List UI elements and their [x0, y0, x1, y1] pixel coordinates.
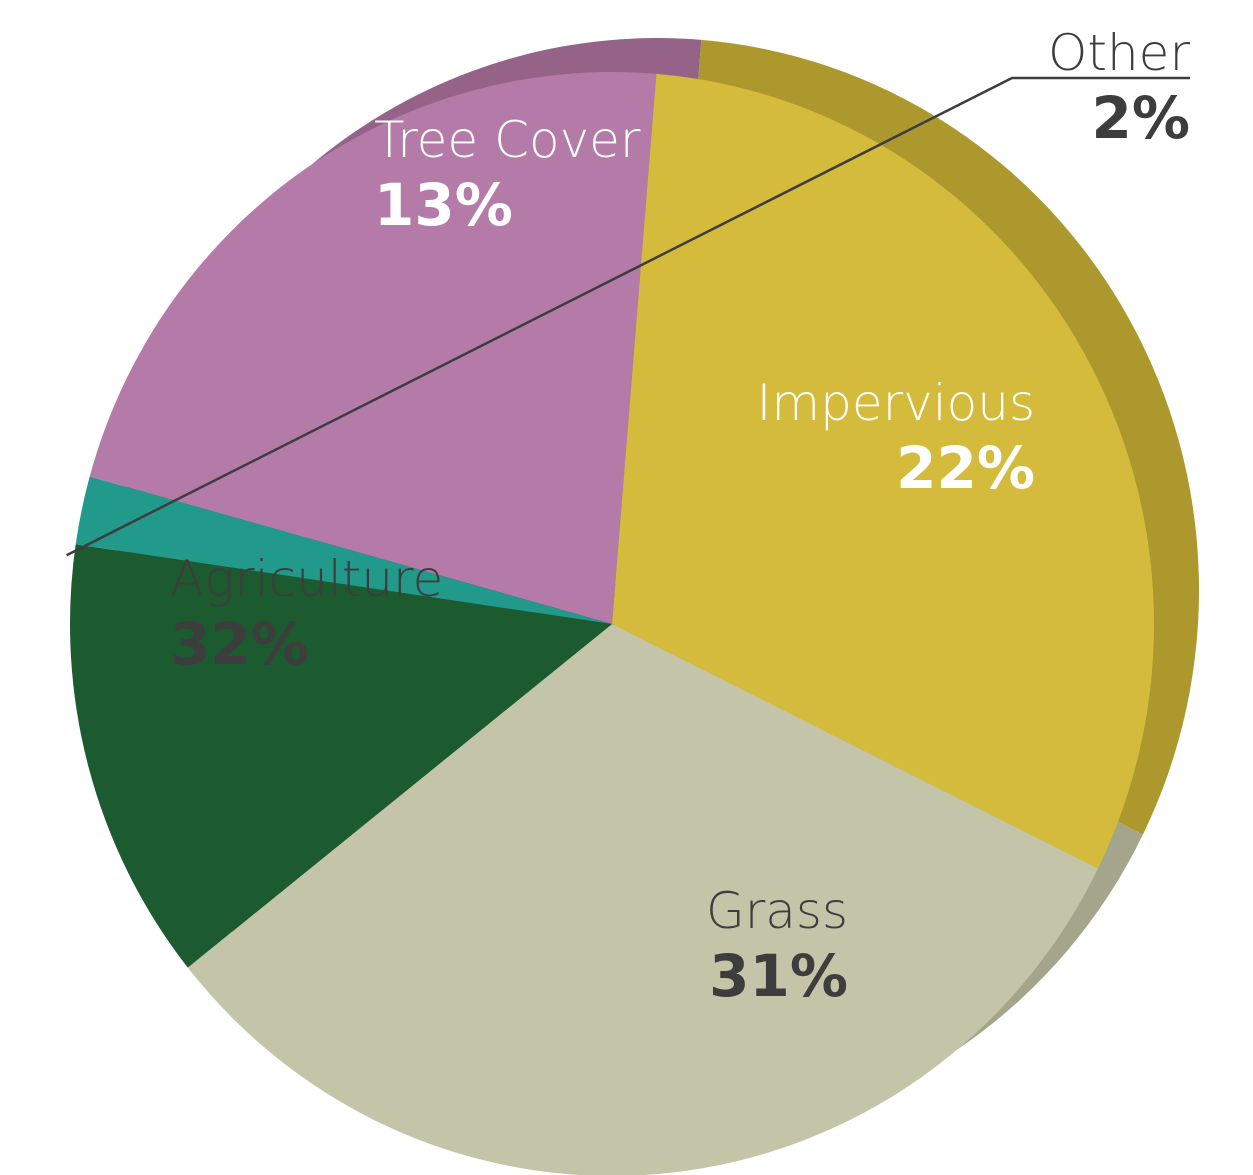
slice-label-impervious: Impervious: [757, 374, 1035, 432]
slice-value-agriculture: 32%: [170, 610, 309, 678]
pie-slice-other: [75, 476, 612, 624]
pie-slice-impervious: [89, 72, 657, 624]
slice-label-agriculture: Agriculture: [170, 550, 443, 608]
slice-value-tree-cover: 13%: [374, 171, 513, 239]
leader-lines: [66, 76, 1190, 557]
pie-slice-agriculture: [187, 624, 1098, 1175]
pie-slice-tree-cover: [70, 544, 613, 968]
slice-label-other: Other: [1048, 24, 1190, 82]
leader-line-other: [66, 76, 1190, 557]
pie-slices: [70, 72, 1154, 1175]
slice-value-grass: 31%: [709, 942, 848, 1010]
slice-value-other: 2%: [1092, 84, 1190, 152]
slice-label-tree-cover: Tree Cover: [374, 111, 641, 169]
slice-label-grass: Grass: [706, 882, 848, 940]
slice-value-impervious: 22%: [896, 434, 1035, 502]
pie-slice-grass: [612, 73, 1154, 869]
